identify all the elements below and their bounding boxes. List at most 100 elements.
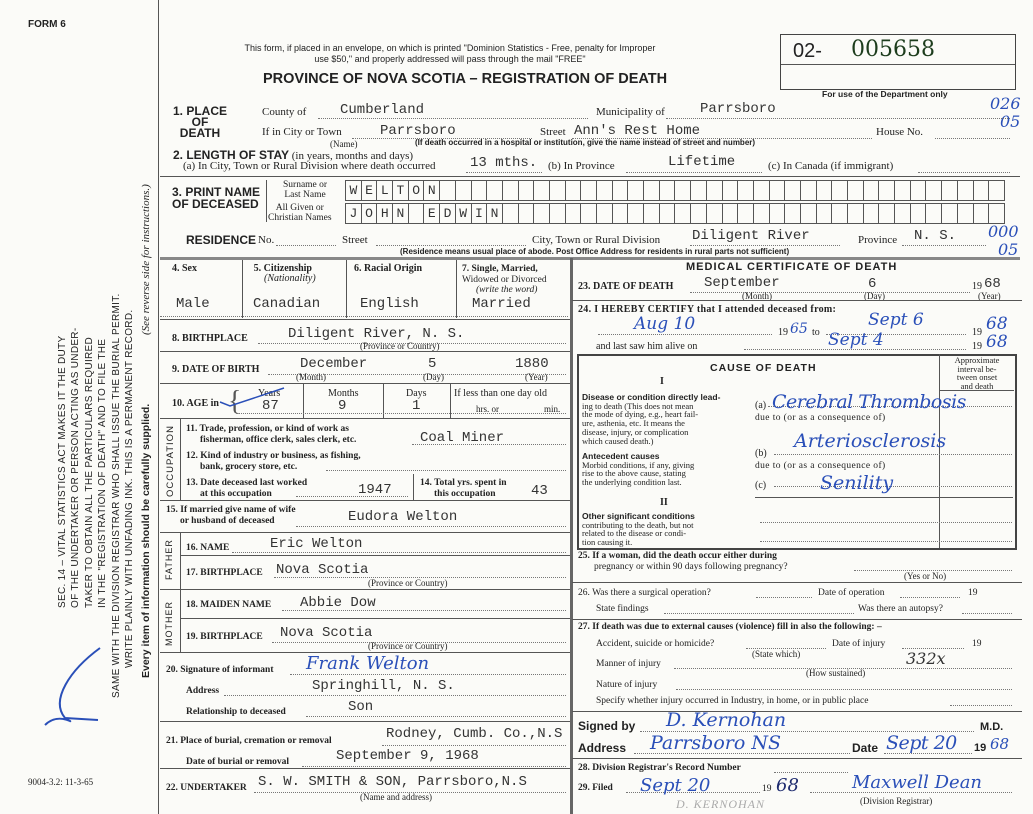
letter-box <box>705 181 722 200</box>
part-two-label: II <box>660 497 668 508</box>
month-note: (Month) <box>742 291 772 301</box>
last-saw-year: 68 <box>986 332 1008 352</box>
informant-address-label: Address <box>186 686 220 696</box>
given-names-label: All Given or Christian Names <box>268 203 332 223</box>
cause-a-value: Cerebral Thrombosis <box>772 391 966 413</box>
marital-value: Married <box>472 296 531 312</box>
letter-box <box>548 181 565 200</box>
letter-box <box>486 181 502 200</box>
letter-box <box>721 204 738 223</box>
day-note: (Day) <box>864 291 885 301</box>
name-note: (Name) <box>330 139 358 149</box>
mail-notice: This form, if placed in an envelope, on … <box>220 44 680 64</box>
stay-province-label: (b) In Province <box>548 160 615 172</box>
letter-box <box>752 204 769 223</box>
registrar-signature: Maxwell Dean <box>852 772 983 793</box>
margin-rule <box>158 0 159 814</box>
informant-address-value: Springhill, N. S. <box>312 678 455 694</box>
letter-box <box>627 181 643 200</box>
see-reverse-note: (See reverse side for instructions.) <box>140 184 152 335</box>
relationship-value: Son <box>348 699 374 715</box>
citizenship-value: Canadian <box>253 296 321 312</box>
letter-box <box>799 181 816 200</box>
nature-label: Nature of injury <box>596 680 658 690</box>
letter-box <box>611 204 628 223</box>
reg-number: 005658 <box>851 37 935 62</box>
province-note: (Province or Country) <box>368 578 448 588</box>
letter-box <box>517 181 534 200</box>
undertaker-value: S. W. SMITH & SON, Parrsboro,N.S <box>258 774 527 790</box>
letter-box <box>596 204 612 223</box>
filed-label: 29. Filed <box>578 783 613 793</box>
how-sustained-note: (How sustained) <box>806 668 866 678</box>
letter-box <box>643 204 659 223</box>
letter-box: H <box>376 204 392 223</box>
letter-box <box>721 181 738 200</box>
undertaker-note: (Name and address) <box>360 792 432 802</box>
less-than-day-label: If less than one day old <box>454 388 548 399</box>
death-month: September <box>704 275 780 291</box>
letter-box <box>768 204 785 223</box>
trade-label: 11. Trade, profession, or kind of work a… <box>186 424 357 445</box>
residence-note: (Residence means usual place of abode. P… <box>400 247 790 256</box>
cause-a-label: (a) <box>755 400 767 411</box>
burial-date-label: Date of burial or removal <box>186 757 290 767</box>
letter-box <box>533 181 549 200</box>
reg-prefix: 02- <box>793 40 822 62</box>
year-prefix: 19 <box>762 784 772 794</box>
cause-c-label: (c) <box>755 480 767 491</box>
letter-box <box>611 181 628 200</box>
statute-notice: SEC. 14 – VITAL STATISTICS ACT MAKES IT … <box>56 293 136 698</box>
letter-box <box>658 181 675 200</box>
surgery-question: 26. Was there a surgical operation? <box>578 588 711 598</box>
findings-label: State findings <box>596 604 649 614</box>
mother-side-label: MOTHER <box>164 601 174 646</box>
letter-box <box>799 204 816 223</box>
street-label: Street <box>540 126 566 138</box>
letter-box <box>580 204 596 223</box>
letter-box <box>815 181 832 200</box>
birthplace-value: Diligent River, N. S. <box>288 326 465 342</box>
city-value: Parrsboro <box>380 123 456 139</box>
margin-code: 026 <box>990 94 1021 113</box>
last-saw-date: Sept 4 <box>828 330 884 350</box>
notice-text: This form, if placed in an envelope, on … <box>244 43 656 53</box>
letter-box <box>831 204 847 223</box>
letter-box: I <box>470 204 487 223</box>
letter-box <box>847 204 863 223</box>
informant-signature: Frank Welton <box>306 653 430 674</box>
letter-box: O <box>407 181 424 200</box>
autopsy-question: Was there an autopsy? <box>858 604 943 614</box>
province-note: (Province or Country) <box>360 341 440 351</box>
days-label: Days <box>406 388 427 399</box>
letter-box <box>533 204 549 223</box>
letter-box: E <box>423 204 439 223</box>
stay-canada-label: (c) In Canada (if immigrant) <box>768 160 894 172</box>
municipality-label: Municipality of <box>596 106 665 118</box>
letter-box <box>564 181 581 200</box>
letter-box <box>894 181 910 200</box>
dob-day: 5 <box>428 356 437 372</box>
death-year: 68 <box>984 276 1001 292</box>
letter-box: W <box>345 181 361 200</box>
form-label: FORM 6 <box>28 19 66 30</box>
racial-origin-label: 6. Racial Origin <box>354 263 423 274</box>
residence-city-label: City, Town or Rural Division <box>532 234 661 246</box>
letter-box <box>862 204 879 223</box>
burial-place-value: Rodney, Cumb. Co.,N.S <box>386 726 563 742</box>
letter-box <box>407 204 424 223</box>
age-months: 9 <box>338 398 347 414</box>
year-prefix: 19 <box>778 327 788 338</box>
father-birthplace-value: Nova Scotia <box>276 562 369 578</box>
to-label: to <box>812 327 820 338</box>
physician-address: Parrsboro NS <box>650 732 781 754</box>
name-heading: 3. PRINT NAME OF DECEASED <box>172 185 261 211</box>
record-number-label: 28. Division Registrar's Record Number <box>578 763 741 773</box>
letter-box <box>784 181 800 200</box>
letter-box <box>580 181 596 200</box>
letter-box <box>737 204 753 223</box>
letter-box <box>956 181 973 200</box>
letter-box <box>548 204 565 223</box>
every-item-note: Every item of information should be care… <box>140 403 152 678</box>
dob-year: 1880 <box>515 356 549 372</box>
